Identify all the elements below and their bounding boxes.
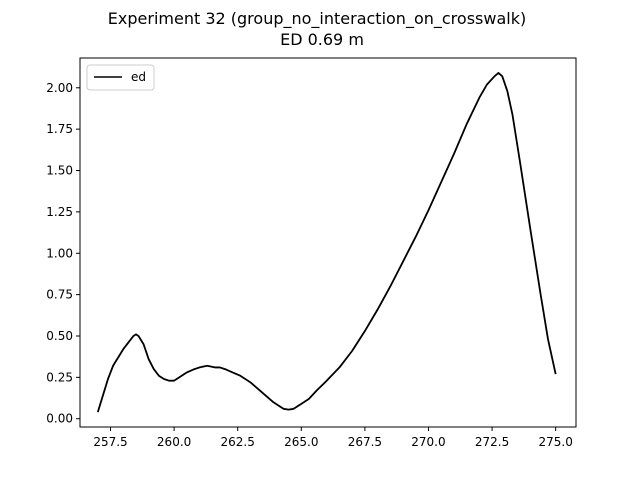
x-tick-label: 260.0 <box>157 435 191 449</box>
x-axis-ticks: 257.5 260.0 262.5 265.0 267.5 270.0 272.5 275.0 <box>93 427 573 449</box>
y-tick-label: 0.75 <box>46 288 73 302</box>
y-tick-label: 1.75 <box>46 122 73 136</box>
legend: ed <box>86 64 155 91</box>
series-layer <box>96 71 557 413</box>
x-tick-label: 267.5 <box>348 435 382 449</box>
chart-subtitle: ED 0.69 m <box>280 30 364 49</box>
x-tick-label: 270.0 <box>411 435 445 449</box>
x-tick-label: 262.5 <box>221 435 255 449</box>
series-line-ed <box>96 71 557 413</box>
y-tick-label: 1.25 <box>46 205 73 219</box>
plot-area-frame <box>79 57 577 428</box>
y-axis-ticks: 0.00 0.25 0.50 0.75 1.00 1.25 1.50 1.75 2.00 <box>46 81 80 426</box>
y-tick-label: 0.50 <box>46 329 73 343</box>
y-tick-label: 1.00 <box>46 246 73 260</box>
y-tick-label: 1.50 <box>46 164 73 178</box>
x-tick-label: 265.0 <box>284 435 318 449</box>
x-tick-label: 257.5 <box>93 435 127 449</box>
x-tick-label: 275.0 <box>538 435 572 449</box>
y-tick-label: 2.00 <box>46 81 73 95</box>
x-tick-label: 272.5 <box>475 435 509 449</box>
chart-title: Experiment 32 (group_no_interaction_on_c… <box>108 9 526 29</box>
y-tick-label: 0.25 <box>46 370 73 384</box>
legend-label-ed: ed <box>131 70 146 84</box>
y-tick-label: 0.00 <box>46 412 73 426</box>
